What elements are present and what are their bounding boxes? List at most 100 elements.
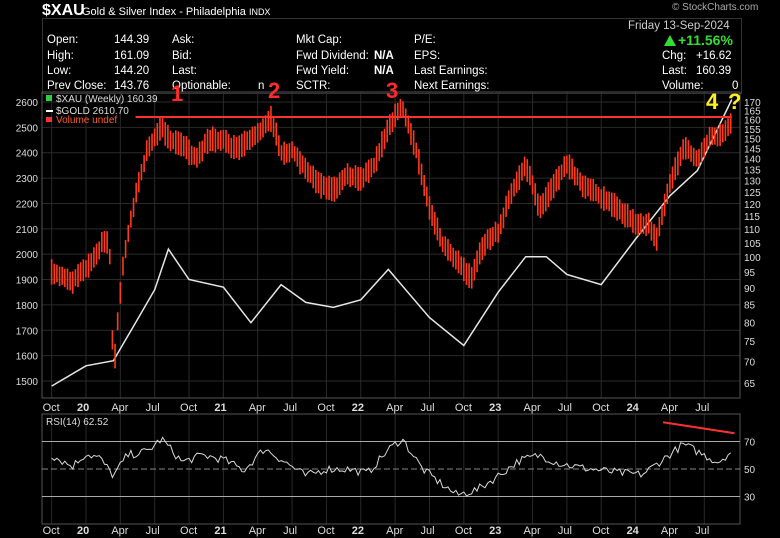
rsi-title: RSI(14) 62.52	[46, 417, 109, 428]
low-label: Low:	[47, 65, 72, 77]
right-tick-label: 145	[744, 144, 761, 155]
x-tick-label: Apr	[524, 402, 541, 414]
x-tick-label: 24	[627, 402, 640, 414]
left-tick-label: 1700	[16, 326, 39, 337]
eps-label: EPS:	[414, 50, 441, 62]
right-tick-label: 170	[744, 98, 761, 109]
x-tick-label: Jul	[420, 402, 434, 414]
quote-panel	[42, 18, 742, 94]
right-tick-label: 150	[744, 135, 761, 146]
fwd-dividend-label: Fwd Dividend:	[296, 50, 369, 62]
rsi-tick-label: 50	[744, 465, 756, 476]
next-earnings-label: Next Earnings:	[414, 80, 490, 92]
bid-label: Bid:	[172, 50, 192, 62]
optionable-label: Optionable:	[172, 80, 231, 92]
volume-value: 0	[732, 80, 739, 92]
right-tick-label: 80	[744, 318, 756, 329]
last-price-value: 160.39	[696, 65, 732, 77]
right-tick-label: 95	[744, 268, 756, 279]
pct-change: +11.56%	[678, 32, 733, 48]
x-tick-label: Jul	[283, 402, 297, 414]
symbol-title: $XAU	[42, 2, 85, 19]
chg-value: +16.62	[696, 50, 732, 62]
last-price-label: Last:	[662, 65, 687, 77]
x-tick-label: Apr	[661, 525, 678, 537]
annotation-2: 2	[268, 78, 280, 103]
x-tick-label: Oct	[455, 402, 472, 414]
pe-label: P/E:	[414, 34, 436, 46]
rsi-tick-label: 30	[744, 493, 756, 504]
x-tick-label: Jul	[283, 525, 297, 537]
x-tick-label: Jul	[695, 525, 709, 537]
x-tick-label: Jul	[558, 525, 572, 537]
right-axis: 6570758085909510010511011512012513013514…	[744, 98, 761, 390]
annotation-3: 3	[386, 78, 398, 103]
x-tick-label: Jul	[420, 525, 434, 537]
exchange-label: INDX	[248, 7, 271, 17]
right-tick-label: 125	[744, 188, 761, 199]
annotation-question: ?	[728, 89, 741, 114]
x-tick-label: Apr	[111, 402, 128, 414]
right-tick-label: 105	[744, 239, 761, 250]
x-axis-rsi: Oct 20 Apr Jul Oct 21 Apr Jul Oct 22 Apr Jul Oct 23 Ap…	[43, 525, 710, 537]
gold-line	[51, 99, 733, 387]
x-tick-label: Apr	[386, 525, 403, 537]
legend-gold: $GOLD 2610.70	[56, 106, 129, 117]
x-tick-label: Jul	[146, 402, 160, 414]
last-label: Last:	[172, 65, 197, 77]
prev-close-label: Prev Close:	[47, 80, 107, 92]
high-label: High:	[47, 50, 74, 62]
right-tick-label: 155	[744, 125, 761, 136]
x-tick-label: Apr	[661, 402, 678, 414]
high-value: 161.09	[114, 50, 150, 62]
left-tick-label: 1600	[16, 352, 39, 363]
annotation-4: 4	[706, 89, 719, 114]
x-tick-label: Apr	[249, 402, 266, 414]
x-tick-label: 21	[214, 525, 226, 537]
x-tick-label: Oct	[43, 525, 60, 537]
left-tick-label: 2600	[16, 98, 39, 109]
x-tick-label: Oct	[592, 402, 609, 414]
x-tick-label: Oct	[317, 525, 334, 537]
rsi-axis: 30 50 70	[744, 438, 756, 504]
x-tick-label: 23	[489, 402, 501, 414]
legend-swatch-xau	[46, 95, 52, 101]
index-name-text: Gold & Silver Index - Philadelphia	[82, 6, 246, 18]
left-tick-label: 2100	[16, 225, 39, 236]
fwd-yield-label: Fwd Yield:	[296, 65, 350, 77]
x-tick-label: Apr	[111, 525, 128, 537]
x-tick-label: 22	[352, 402, 364, 414]
low-value: 144.20	[114, 65, 150, 77]
right-tick-label: 100	[744, 253, 761, 264]
mktcap-label: Mkt Cap:	[296, 34, 343, 46]
right-tick-label: 135	[744, 165, 761, 176]
left-tick-label: 2500	[16, 123, 39, 134]
optionable-value: n	[258, 80, 265, 92]
sctr-label: SCTR:	[296, 80, 331, 92]
x-tick-label: Oct	[180, 525, 197, 537]
x-tick-label: Apr	[386, 402, 403, 414]
x-tick-label: Oct	[180, 402, 197, 414]
x-tick-label: 21	[214, 402, 226, 414]
x-tick-label: Oct	[317, 402, 334, 414]
right-tick-label: 65	[744, 379, 756, 390]
x-tick-label: Apr	[524, 525, 541, 537]
left-tick-label: 2200	[16, 199, 39, 210]
right-tick-label: 140	[744, 155, 761, 166]
x-tick-label: Jul	[558, 402, 572, 414]
legend-volume: Volume undef	[56, 115, 117, 126]
x-tick-label: Jul	[146, 525, 160, 537]
ask-label: Ask:	[172, 34, 195, 46]
x-tick-label: Oct	[455, 525, 472, 537]
right-tick-label: 90	[744, 284, 756, 295]
right-tick-label: 115	[744, 212, 760, 223]
left-tick-label: 1500	[16, 377, 39, 388]
rsi-trendline	[662, 421, 735, 435]
rsi-line	[51, 436, 732, 497]
right-tick-label: 70	[744, 357, 756, 368]
right-tick-label: 120	[744, 200, 761, 211]
x-tick-label: 20	[77, 525, 89, 537]
x-axis-price: Oct 20 Apr Jul Oct 21 Apr Jul Oct 22 Apr Jul Oct 23 Ap…	[43, 402, 710, 414]
annotation-1: 1	[171, 81, 183, 106]
left-tick-label: 2000	[16, 250, 39, 261]
